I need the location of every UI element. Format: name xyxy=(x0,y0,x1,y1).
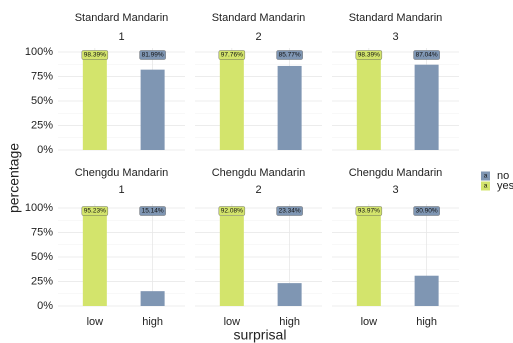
bar xyxy=(140,291,165,306)
value-label-box xyxy=(81,50,109,60)
facet-title: Standard Mandarin xyxy=(349,12,443,24)
facet-title: Chengdu Mandarin xyxy=(212,167,306,179)
value-label: 95.23% xyxy=(84,208,106,215)
bar xyxy=(82,212,107,306)
y-tick-label: 50% xyxy=(31,251,53,263)
value-label-box xyxy=(413,50,440,60)
x-tick-label: high xyxy=(416,316,437,328)
bar xyxy=(414,275,439,306)
y-tick-label: 100% xyxy=(25,202,53,214)
bar xyxy=(356,53,381,150)
y-tick-label: 25% xyxy=(31,275,53,287)
facet-subtitle: 2 xyxy=(255,184,261,196)
facet-title: Standard Mandarin xyxy=(212,12,306,24)
facet-subtitle: 2 xyxy=(255,31,261,43)
facet-subtitle: 1 xyxy=(118,31,124,43)
value-label: 85.77% xyxy=(279,52,301,59)
value-label: 97.76% xyxy=(221,52,243,59)
value-label: 87.04% xyxy=(416,52,438,59)
x-tick-label: high xyxy=(279,316,300,328)
y-tick-label: 50% xyxy=(31,95,53,107)
bar xyxy=(277,283,302,306)
legend-label: no xyxy=(497,170,509,182)
y-tick-label: 0% xyxy=(37,144,53,156)
legend-key-glyph: a xyxy=(484,173,488,180)
value-label: 23.34% xyxy=(279,208,301,215)
facet-subtitle: 1 xyxy=(118,184,124,196)
facet-title: Chengdu Mandarin xyxy=(75,167,169,179)
bar xyxy=(277,65,302,150)
x-axis-label: surprisal xyxy=(234,327,287,343)
value-label-box xyxy=(81,206,109,216)
y-tick-label: 100% xyxy=(25,46,53,58)
bar xyxy=(414,64,439,150)
value-label: 98.39% xyxy=(84,52,106,59)
value-label-box xyxy=(218,50,246,60)
value-label: 92.08% xyxy=(221,208,243,215)
x-tick-label: low xyxy=(361,316,378,328)
facet-subtitle: 3 xyxy=(392,184,398,196)
bar xyxy=(219,54,244,150)
legend-key xyxy=(481,181,490,191)
y-tick-label: 0% xyxy=(37,300,53,312)
value-label-box xyxy=(355,50,383,60)
x-tick-label: high xyxy=(142,316,163,328)
value-label-box xyxy=(218,206,246,216)
value-label-box xyxy=(413,206,440,216)
legend-key xyxy=(481,171,490,181)
value-label: 81.99% xyxy=(142,52,164,59)
legend-label: yes xyxy=(497,180,513,192)
x-tick-label: low xyxy=(224,316,241,328)
facet-title: Standard Mandarin xyxy=(75,12,169,24)
value-label: 93.97% xyxy=(358,208,380,215)
bar xyxy=(82,53,107,150)
facet-subtitle: 3 xyxy=(392,31,398,43)
value-label: 98.39% xyxy=(358,52,380,59)
value-label: 30.90% xyxy=(416,208,438,215)
value-label-box xyxy=(276,50,303,60)
y-tick-label: 75% xyxy=(31,226,53,238)
value-label-box xyxy=(139,50,166,60)
value-label-box xyxy=(355,206,383,216)
value-label-box xyxy=(276,206,303,216)
y-tick-label: 25% xyxy=(31,119,53,131)
x-tick-label: low xyxy=(87,316,104,328)
value-label: 15.14% xyxy=(142,208,164,215)
y-axis-label: percentage xyxy=(6,143,22,213)
facet-title: Chengdu Mandarin xyxy=(349,167,443,179)
legend-key-glyph: a xyxy=(484,183,488,190)
bar xyxy=(140,69,165,150)
bar xyxy=(219,215,244,306)
value-label-box xyxy=(139,206,166,216)
y-tick-label: 75% xyxy=(31,70,53,82)
bar xyxy=(356,213,381,306)
